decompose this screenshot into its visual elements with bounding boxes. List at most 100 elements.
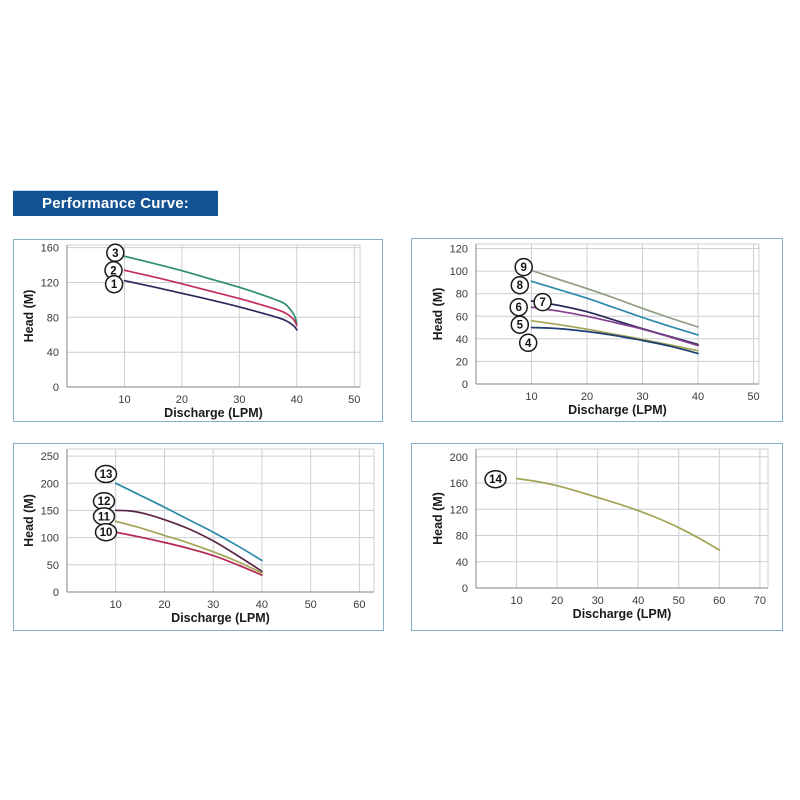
curve-1 — [123, 279, 298, 331]
curve-label-6: 6 — [509, 297, 528, 317]
curve-11 — [114, 520, 263, 574]
svg-text:3: 3 — [112, 248, 118, 260]
curve-9 — [530, 269, 699, 328]
curve-8 — [530, 280, 699, 336]
svg-text:50: 50 — [673, 595, 685, 607]
svg-text:2: 2 — [110, 265, 116, 277]
svg-text:20: 20 — [551, 595, 563, 607]
svg-text:7: 7 — [539, 297, 545, 309]
svg-text:20: 20 — [456, 356, 468, 368]
svg-text:50: 50 — [348, 394, 360, 406]
svg-text:30: 30 — [592, 595, 604, 607]
svg-text:80: 80 — [47, 312, 59, 324]
tick-labels: 0 20 40 60 80 100 120 10 20 30 40 50 — [450, 244, 760, 404]
svg-text:160: 160 — [41, 243, 59, 255]
curve-label-10: 10 — [94, 522, 118, 542]
chart-panel-top-right: 0 20 40 60 80 100 120 10 20 30 40 50 Discharge (LPM)… — [411, 238, 783, 422]
svg-text:40: 40 — [291, 394, 303, 406]
svg-text:4: 4 — [525, 338, 532, 350]
svg-text:250: 250 — [41, 451, 59, 463]
axis-titles: Discharge (LPM) Head (M) — [431, 288, 667, 417]
svg-text:30: 30 — [636, 391, 648, 403]
svg-text:100: 100 — [41, 533, 59, 545]
curve-label-14: 14 — [484, 469, 507, 489]
x-axis-title: Discharge (LPM) — [573, 607, 672, 621]
svg-text:13: 13 — [100, 469, 113, 481]
chart-panel-bottom-right: 0 40 80 120 160 200 10 20 30 40 50 60 70 Discharge (L… — [411, 443, 783, 631]
svg-text:120: 120 — [450, 504, 468, 516]
curve-2 — [123, 269, 298, 327]
svg-text:50: 50 — [47, 560, 59, 572]
svg-text:40: 40 — [456, 334, 468, 346]
svg-text:0: 0 — [462, 379, 468, 391]
svg-text:0: 0 — [53, 382, 59, 394]
svg-text:60: 60 — [713, 595, 725, 607]
svg-text:40: 40 — [256, 599, 268, 611]
curve-label-9: 9 — [514, 257, 533, 277]
curve-label-8: 8 — [510, 275, 530, 295]
y-axis-title: Head (M) — [22, 290, 36, 343]
svg-text:40: 40 — [692, 391, 704, 403]
gridlines — [476, 448, 769, 588]
svg-text:0: 0 — [462, 583, 468, 595]
performance-chart-10-13: 0 50 100 150 200 250 10 20 30 40 50 60 Discharge (LP… — [22, 448, 375, 625]
svg-text:50: 50 — [747, 391, 759, 403]
svg-text:0: 0 — [53, 587, 59, 599]
svg-text:6: 6 — [515, 302, 521, 314]
svg-text:40: 40 — [456, 557, 468, 569]
svg-text:40: 40 — [47, 347, 59, 359]
axes — [66, 449, 374, 593]
svg-text:120: 120 — [41, 278, 59, 290]
performance-chart-1-3: 0 40 80 120 160 10 20 30 40 50 Discharge (LPM) Head… — [22, 243, 361, 420]
x-axis-title: Discharge (LPM) — [568, 403, 667, 417]
tick-labels: 0 40 80 120 160 10 20 30 40 50 — [41, 243, 361, 406]
curve-label-4: 4 — [518, 333, 538, 353]
x-axis-title: Discharge (LPM) — [164, 406, 263, 420]
svg-text:14: 14 — [489, 474, 502, 486]
curve-6 — [530, 306, 699, 347]
svg-text:10: 10 — [118, 394, 130, 406]
svg-text:200: 200 — [41, 478, 59, 490]
axes — [475, 449, 768, 589]
svg-text:10: 10 — [110, 599, 122, 611]
x-axis-title: Discharge (LPM) — [171, 611, 270, 625]
curve-label-11: 11 — [92, 507, 116, 526]
y-axis-title: Head (M) — [431, 492, 445, 545]
curve-label-3: 3 — [106, 243, 125, 263]
performance-chart-14: 0 40 80 120 160 200 10 20 30 40 50 60 70 Discharge (L… — [431, 448, 769, 621]
curve-label-5: 5 — [510, 315, 530, 334]
svg-text:5: 5 — [517, 320, 524, 332]
svg-text:70: 70 — [754, 595, 766, 607]
svg-text:80: 80 — [456, 531, 468, 543]
svg-text:30: 30 — [207, 599, 219, 611]
svg-text:9: 9 — [520, 262, 526, 274]
y-axis-title: Head (M) — [22, 494, 36, 547]
svg-text:10: 10 — [525, 391, 537, 403]
curve-14 — [515, 477, 721, 551]
svg-text:11: 11 — [98, 511, 111, 523]
chart-panel-bottom-left: 0 50 100 150 200 250 10 20 30 40 50 60 Discharge (LP… — [13, 443, 384, 631]
svg-text:10: 10 — [510, 595, 522, 607]
axis-titles: Discharge (LPM) Head (M) — [431, 492, 671, 621]
performance-curve-title: Performance Curve: — [13, 190, 218, 216]
curve-label-7: 7 — [533, 292, 552, 312]
tick-labels: 0 40 80 120 160 200 10 20 30 40 50 60 70 — [450, 452, 766, 607]
svg-text:60: 60 — [456, 311, 468, 323]
svg-text:10: 10 — [100, 527, 113, 539]
svg-text:30: 30 — [233, 394, 245, 406]
svg-text:8: 8 — [517, 280, 524, 292]
svg-text:20: 20 — [581, 391, 593, 403]
svg-text:20: 20 — [176, 394, 188, 406]
svg-text:20: 20 — [158, 599, 170, 611]
chart-panel-top-left: 0 40 80 120 160 10 20 30 40 50 Discharge (LPM) Head… — [13, 239, 383, 422]
axes — [66, 245, 360, 388]
curve-12 — [114, 509, 263, 573]
axes — [475, 244, 759, 385]
curve-5 — [530, 319, 699, 352]
curve-13 — [114, 482, 263, 562]
tick-labels: 0 50 100 150 200 250 10 20 30 40 50 60 — [41, 451, 366, 611]
curve-3 — [123, 255, 298, 325]
svg-text:50: 50 — [305, 599, 317, 611]
svg-text:40: 40 — [632, 595, 644, 607]
